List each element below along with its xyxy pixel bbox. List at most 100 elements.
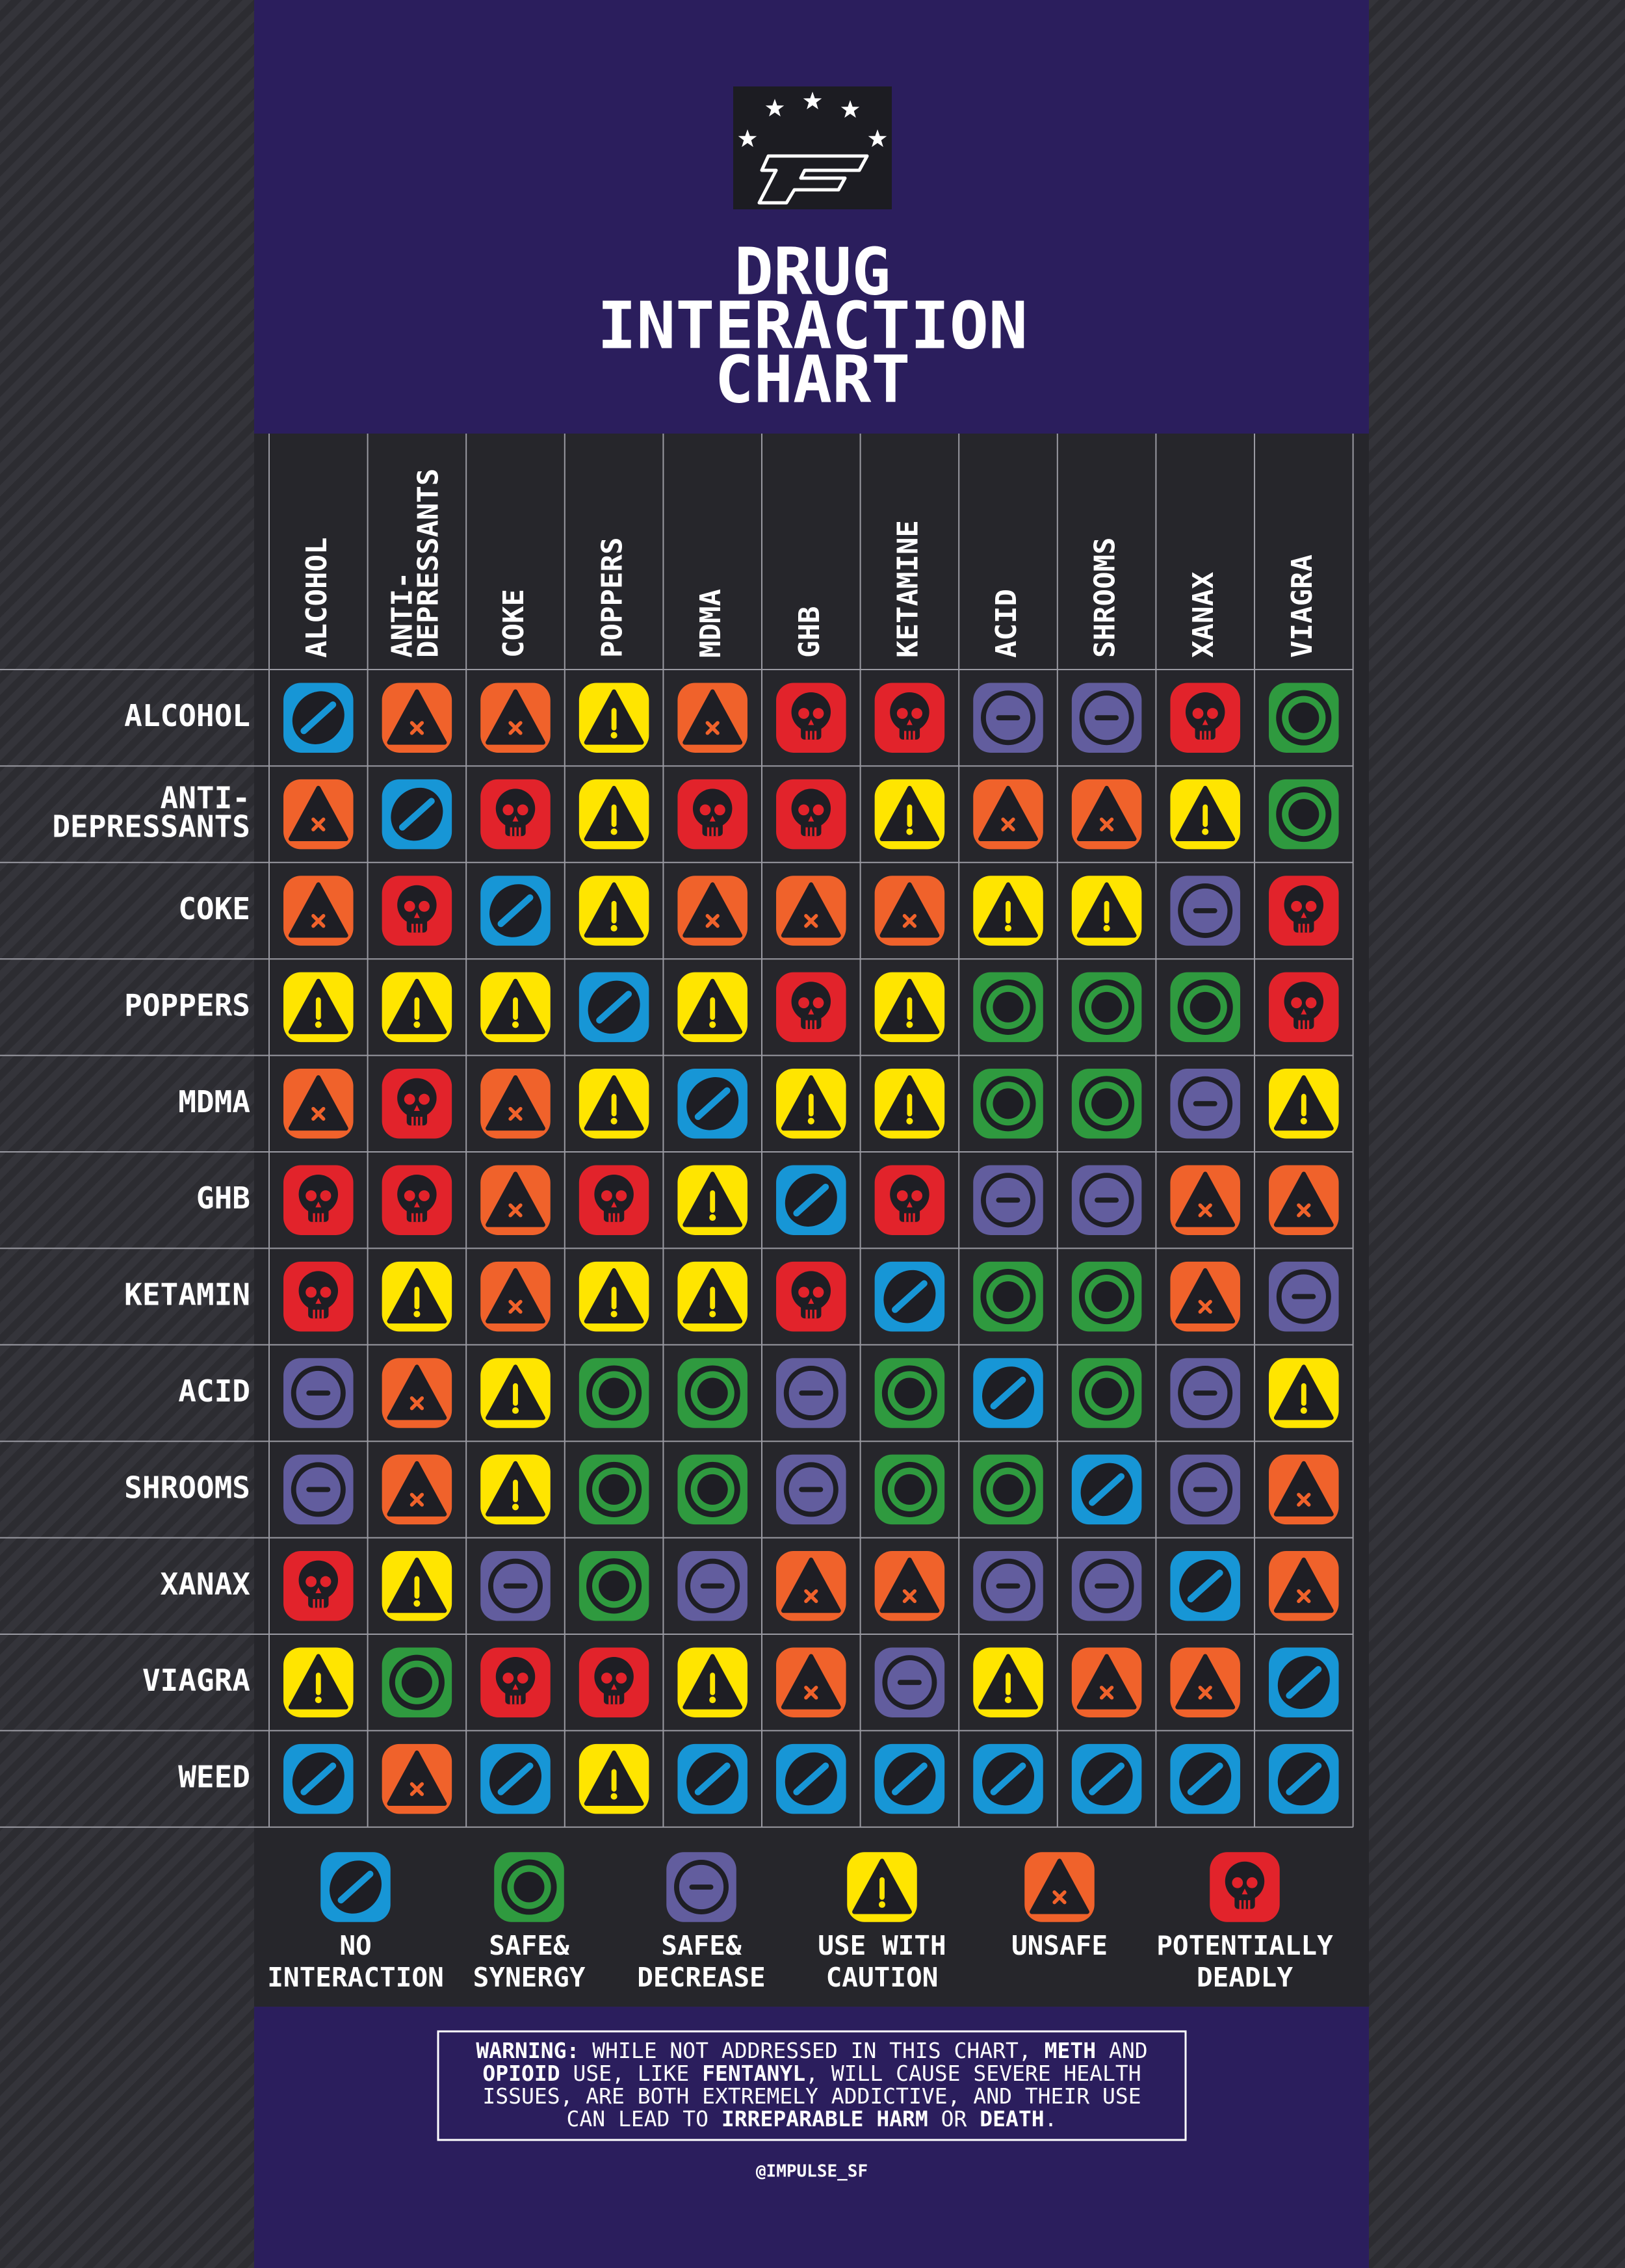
legend-icon xyxy=(666,1852,736,1922)
warning-text: ISSUES, ARE BOTH EXTREMELY ADDICTIVE, AN… xyxy=(482,2083,1141,2109)
interaction-icon xyxy=(1072,779,1142,850)
interaction-icon xyxy=(875,972,945,1043)
legend-label-line: SAFE& xyxy=(661,1930,742,1961)
row-label-line: DEPRESSANTS xyxy=(52,809,250,844)
column-label-line: POPPERS xyxy=(596,538,629,658)
interaction-icon xyxy=(479,778,552,851)
interaction-icon xyxy=(973,876,1043,946)
legend-label-line: SAFE& xyxy=(489,1930,569,1961)
interaction-icon xyxy=(281,1742,355,1816)
interaction-icon xyxy=(382,1744,452,1814)
interaction-icon xyxy=(1267,1645,1340,1719)
interaction-icon xyxy=(677,876,748,946)
interaction-icon xyxy=(1169,1742,1242,1816)
legend-label-line: INTERACTION xyxy=(267,1962,444,1993)
row-label: WEED xyxy=(178,1759,250,1794)
interaction-icon xyxy=(283,876,354,946)
interaction-icon xyxy=(677,1358,748,1428)
logo xyxy=(733,86,892,209)
legend-label: SAFE& DECREASE xyxy=(637,1930,765,1993)
row-label-line: POPPERS xyxy=(124,987,250,1023)
interaction-icon xyxy=(578,1358,649,1428)
interaction-icon xyxy=(380,1067,453,1140)
interaction-icon xyxy=(971,1742,1045,1816)
warning-line: CAN LEAD TO IRREPARABLE HARM OR DEATH. xyxy=(566,2106,1057,2131)
interaction-icon xyxy=(1072,1647,1142,1717)
legend-label: UNSAFE xyxy=(1011,1930,1108,1961)
interaction-icon xyxy=(971,1356,1045,1430)
interaction-icon xyxy=(776,1358,846,1428)
warning-box xyxy=(437,2030,1187,2141)
row-label: ALCOHOL xyxy=(124,698,250,733)
legend-item: USE WITH CAUTION xyxy=(818,1852,946,1993)
interaction-icon xyxy=(875,1069,945,1139)
column-label-line: KETAMINE xyxy=(891,520,924,658)
row-label-line: GHB xyxy=(196,1180,250,1216)
interaction-icon xyxy=(677,972,748,1043)
interaction-icon xyxy=(875,876,945,946)
interaction-icon xyxy=(382,1455,452,1525)
interaction-icon xyxy=(281,681,355,755)
interaction-icon xyxy=(480,1358,551,1428)
interaction-icon xyxy=(1072,683,1142,753)
column-header: GHB xyxy=(793,606,826,658)
interaction-icon xyxy=(1070,1742,1143,1816)
legend-icon xyxy=(494,1852,564,1922)
legend-icon xyxy=(318,1850,392,1924)
interaction-icon xyxy=(1071,1261,1142,1332)
interaction-icon xyxy=(382,972,452,1043)
warning-text: AND xyxy=(1096,2038,1147,2063)
interaction-icon xyxy=(677,1454,748,1525)
interaction-icon xyxy=(1268,971,1340,1043)
interaction-icon xyxy=(677,1647,748,1717)
legend-label: NO INTERACTION xyxy=(267,1930,444,1993)
interaction-icon xyxy=(283,1455,354,1525)
legend-label-line: DEADLY xyxy=(1197,1962,1293,1993)
interaction-icon xyxy=(873,1164,946,1236)
row-label-line: COKE xyxy=(178,891,250,926)
row-label: SHROOMS xyxy=(124,1470,250,1505)
warning-text: METH xyxy=(1045,2038,1096,2063)
legend-icon xyxy=(1024,1852,1095,1922)
interaction-icon xyxy=(579,779,649,850)
interaction-icon xyxy=(1269,1358,1339,1428)
interaction-icon xyxy=(382,1358,452,1428)
interaction-icon xyxy=(776,1647,846,1717)
interaction-icon xyxy=(676,778,749,851)
interaction-icon xyxy=(875,1551,945,1621)
column-label-line: MDMA xyxy=(694,589,727,658)
interaction-icon xyxy=(1267,1742,1340,1816)
interaction-icon xyxy=(1269,1262,1339,1332)
column-header: XANAX xyxy=(1187,572,1220,658)
interaction-icon xyxy=(1269,1069,1339,1139)
interaction-icon xyxy=(776,1455,846,1525)
row-label-line: KETAMIN xyxy=(124,1277,250,1312)
column-label: ANTI-DEPRESSANTS xyxy=(385,469,445,658)
interaction-icon xyxy=(774,1742,848,1816)
column-header: MDMA xyxy=(694,589,727,658)
interaction-icon xyxy=(283,972,354,1043)
column-label-line: VIAGRA xyxy=(1286,554,1319,658)
interaction-icon xyxy=(380,1164,453,1236)
interaction-icon xyxy=(1269,1455,1339,1525)
interaction-icon xyxy=(578,1646,651,1719)
row-label: ANTI-DEPRESSANTS xyxy=(52,780,250,844)
interaction-icon xyxy=(776,1069,846,1139)
interaction-icon xyxy=(775,681,848,754)
interaction-icon xyxy=(578,1454,649,1525)
interaction-icon xyxy=(380,874,453,947)
column-label: COKE xyxy=(497,589,530,658)
column-header: ANTI-DEPRESSANTS xyxy=(385,469,445,658)
interaction-icon xyxy=(1072,1551,1142,1621)
column-label-line: SHROOMS xyxy=(1089,538,1122,658)
warning-text: OPIOID xyxy=(482,2061,560,2086)
interaction-icon xyxy=(676,1742,749,1816)
warning-line: ISSUES, ARE BOTH EXTREMELY ADDICTIVE, AN… xyxy=(482,2083,1141,2109)
interaction-icon xyxy=(1072,1165,1142,1235)
column-header: COKE xyxy=(497,589,530,658)
warning-line: OPIOID USE, LIKE FENTANYL, WILL CAUSE SE… xyxy=(482,2061,1141,2086)
interaction-icon xyxy=(1269,1165,1339,1235)
interaction-icon xyxy=(676,1067,749,1141)
interaction-icon xyxy=(382,1262,452,1332)
interaction-icon xyxy=(1170,1262,1240,1332)
